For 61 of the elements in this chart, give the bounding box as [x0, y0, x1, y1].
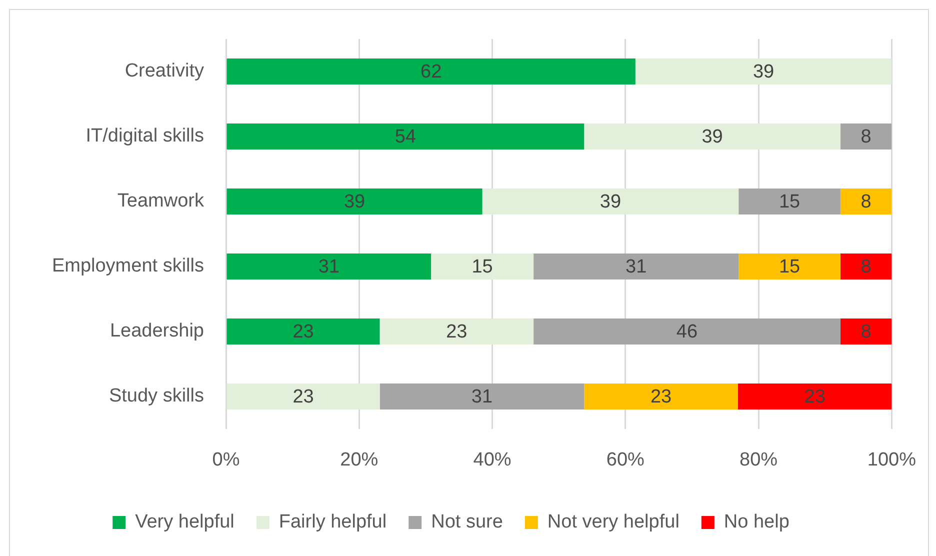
- data-label: 39: [600, 192, 622, 213]
- data-label: 46: [676, 322, 698, 343]
- data-label: 31: [318, 256, 340, 278]
- bar: [738, 188, 840, 214]
- bar: [380, 318, 534, 344]
- y-tick-label: Study skills: [108, 386, 204, 407]
- x-tick-label: 20%: [340, 450, 378, 471]
- data-label: 54: [394, 126, 416, 148]
- bar: [584, 384, 738, 410]
- bar: [431, 254, 534, 280]
- bar: [840, 254, 892, 280]
- bar: [584, 124, 840, 150]
- data-label: 31: [471, 386, 493, 408]
- y-tick-label: Leadership: [110, 320, 204, 342]
- bar: [840, 124, 892, 150]
- y-tick-label: Employment skills: [52, 256, 204, 277]
- data-label: 23: [292, 386, 314, 408]
- bar: [840, 188, 892, 214]
- bar: [226, 124, 584, 150]
- data-label: 15: [472, 256, 493, 278]
- bar: [226, 58, 636, 84]
- bar: [226, 384, 380, 410]
- x-tick-label: 0%: [212, 450, 240, 471]
- bar: [635, 58, 892, 84]
- data-label: 39: [752, 62, 774, 83]
- data-label: 62: [420, 62, 442, 83]
- legend-label: Not very helpful: [547, 512, 680, 533]
- bar: [226, 188, 482, 214]
- bar: [226, 318, 380, 344]
- data-label: 31: [626, 256, 647, 278]
- data-label: 8: [860, 256, 872, 278]
- data-label: 23: [650, 386, 672, 408]
- y-tick-label: Creativity: [124, 60, 204, 82]
- bar: [534, 254, 739, 280]
- data-label: 8: [860, 126, 872, 148]
- bar: [226, 254, 432, 280]
- x-tick-label: 80%: [740, 450, 778, 471]
- data-label: 8: [860, 192, 872, 213]
- data-label: 23: [446, 322, 468, 343]
- bar: [380, 384, 584, 410]
- data-label: 23: [804, 386, 826, 408]
- data-label: 39: [702, 126, 723, 148]
- legend-label: Fairly helpful: [278, 512, 387, 533]
- legend-label: Not sure: [431, 512, 503, 533]
- data-label: 39: [344, 192, 366, 213]
- bar: [840, 318, 892, 344]
- data-label: 23: [292, 322, 314, 343]
- legend-label: No help: [724, 512, 790, 533]
- bar: [738, 384, 892, 410]
- data-label: 15: [778, 192, 800, 213]
- y-tick-label: Teamwork: [117, 190, 204, 212]
- bar: [482, 188, 739, 214]
- x-tick-label: 100%: [867, 450, 916, 471]
- legend-label: Very helpful: [135, 512, 234, 533]
- x-tick-label: 40%: [473, 450, 512, 471]
- bar: [534, 318, 840, 344]
- data-label: 15: [778, 256, 800, 278]
- y-tick-label: IT/digital skills: [86, 126, 204, 147]
- data-label: 8: [860, 322, 872, 343]
- bar: [738, 254, 840, 280]
- x-tick-label: 60%: [606, 450, 645, 471]
